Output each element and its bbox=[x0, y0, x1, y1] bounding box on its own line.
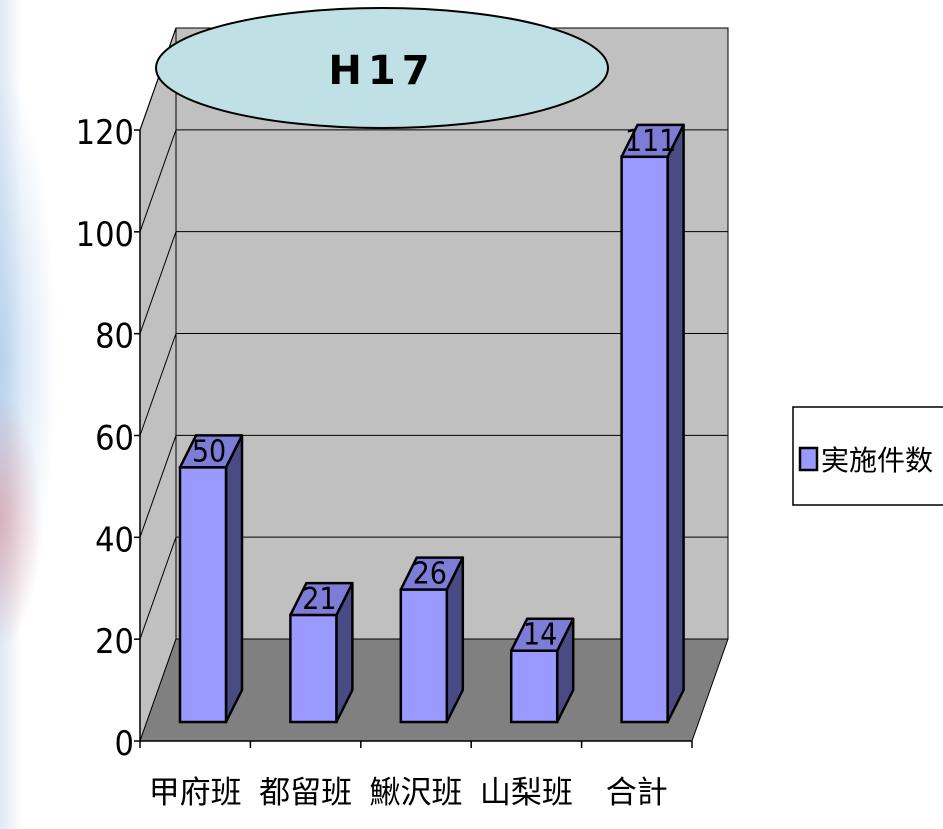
side-gridline bbox=[139, 231, 177, 334]
data-label: 50 bbox=[192, 434, 226, 469]
bar-front-face bbox=[399, 588, 449, 724]
data-label: 21 bbox=[302, 582, 336, 617]
y-tick-label: 80 bbox=[95, 317, 134, 357]
data-label: 26 bbox=[413, 557, 447, 592]
legend-swatch bbox=[798, 446, 819, 472]
side-gridline bbox=[139, 27, 177, 131]
bar bbox=[509, 617, 575, 724]
data-label: 14 bbox=[523, 618, 557, 653]
category-label: 甲府班 bbox=[149, 775, 242, 811]
bar bbox=[399, 556, 465, 724]
category-label: 山梨班 bbox=[480, 775, 573, 811]
bar-side-face bbox=[224, 434, 244, 724]
bar bbox=[178, 434, 244, 724]
side-gridline bbox=[139, 435, 177, 538]
category-label: 鰍沢班 bbox=[370, 775, 463, 811]
side-gridline bbox=[139, 333, 177, 436]
chart-title-group: H17 bbox=[155, 7, 609, 129]
y-tick-label: 20 bbox=[95, 622, 134, 662]
side-gridline bbox=[139, 129, 177, 232]
bar-front-face bbox=[509, 649, 559, 724]
axes bbox=[134, 129, 693, 748]
y-tick-label: 0 bbox=[115, 724, 134, 764]
legend: 実施件数 bbox=[792, 406, 943, 506]
category-labels: 甲府班 都留班 鰍沢班 山梨班 合計 bbox=[149, 775, 668, 811]
legend-label: 実施件数 bbox=[821, 444, 933, 477]
y-tick-label: 40 bbox=[95, 520, 134, 560]
y-tick-labels: 0 20 40 60 80 100 120 bbox=[76, 113, 134, 764]
bar bbox=[620, 123, 685, 724]
side-gridline bbox=[139, 537, 177, 640]
bars bbox=[178, 123, 685, 724]
title-ellipse bbox=[155, 7, 609, 129]
bar-front-face bbox=[289, 613, 338, 724]
data-labels: 50 21 26 14 111 bbox=[192, 124, 677, 653]
category-label: 合計 bbox=[606, 775, 668, 811]
bar-side-face bbox=[666, 123, 685, 724]
y-tick-label: 100 bbox=[76, 215, 134, 255]
chart-title: H17 bbox=[328, 48, 435, 94]
data-label: 111 bbox=[625, 124, 677, 159]
bar bbox=[289, 581, 354, 724]
y-tick-label: 120 bbox=[76, 113, 134, 153]
category-label: 都留班 bbox=[259, 775, 352, 811]
bar-front-face bbox=[620, 155, 669, 724]
bar-front-face bbox=[178, 466, 228, 724]
y-tick-label: 60 bbox=[95, 419, 134, 459]
